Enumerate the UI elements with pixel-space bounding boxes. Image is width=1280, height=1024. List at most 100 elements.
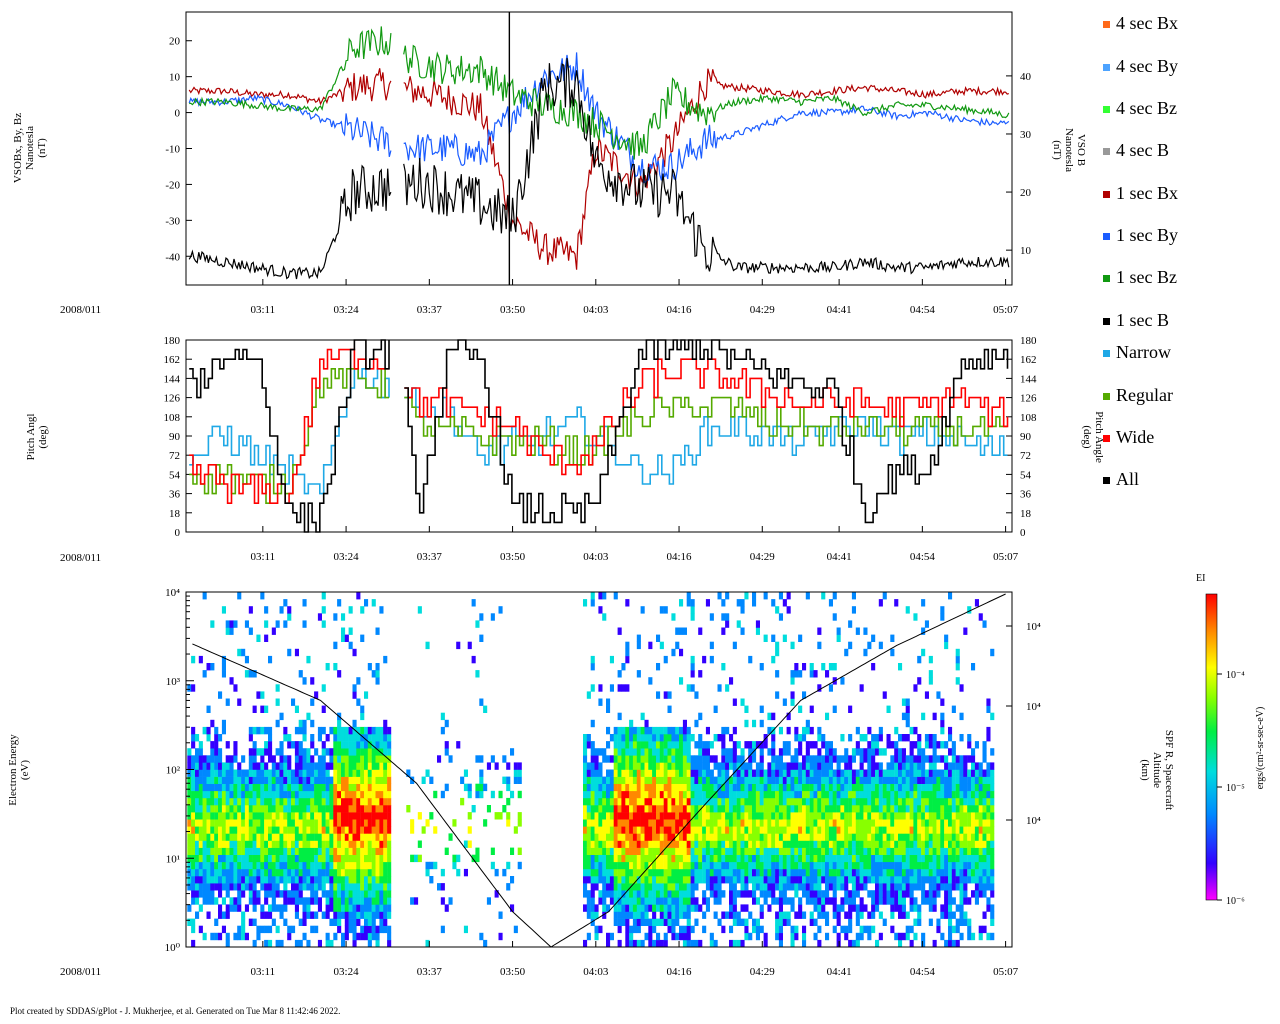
spectrogram-cell (344, 797, 349, 806)
spectrogram-cell (260, 805, 265, 813)
spectrogram-cell (959, 932, 964, 941)
legend-label: 4 sec B (1116, 140, 1169, 160)
spectrogram-cell (940, 783, 945, 792)
spectrogram-cell (329, 783, 334, 792)
spectrogram-cell (809, 755, 814, 763)
spectrogram-cell (932, 883, 937, 891)
spectrogram-cell (667, 691, 672, 699)
spectrogram-cell (475, 670, 480, 678)
spectrogram-cell (268, 655, 273, 664)
spectrogram-cell (625, 655, 630, 664)
spectrogram-cell (886, 847, 891, 855)
spectrogram-cell (652, 755, 657, 763)
spectrogram-cell (886, 826, 891, 834)
spectrogram-cell (848, 762, 853, 770)
spectrogram-cell (375, 833, 380, 841)
spectrogram-cell (698, 812, 703, 820)
spectrogram-cell (291, 876, 296, 884)
spectrogram-cell (736, 868, 741, 877)
spectrogram-cell (679, 819, 684, 827)
spectrogram-cell (225, 840, 230, 848)
spectrogram-cell (191, 840, 196, 848)
spectrogram-cell (913, 741, 918, 749)
spectrogram-cell (314, 861, 319, 870)
spectrogram-cell (698, 783, 703, 792)
spectrogram-cell (463, 783, 468, 792)
spectrogram-cell (924, 691, 929, 699)
spectrogram-cell (667, 755, 672, 763)
spectrogram-cell (268, 734, 273, 742)
spectrogram-cell (882, 861, 887, 870)
spectrogram-cell (848, 854, 853, 863)
spectrogram-cell (836, 904, 841, 912)
spectrogram-cell (725, 826, 730, 834)
spectrogram-cell (598, 684, 603, 692)
spectrogram-cell (375, 741, 380, 749)
spectrogram-cell (855, 840, 860, 848)
spectrogram-cell (229, 847, 234, 855)
spectrogram-cell (982, 748, 987, 756)
spectrogram-cell (648, 812, 653, 820)
spectrogram-cell (763, 868, 768, 877)
spectrogram-cell (606, 904, 611, 912)
spectrogram-cell (725, 840, 730, 848)
spectrogram-cell (755, 783, 760, 792)
spectrogram-cell (375, 897, 380, 905)
spectrogram-cell (371, 670, 376, 678)
spectrogram-cell (686, 790, 691, 799)
spectrogram-cell (875, 805, 880, 813)
spectrogram-cell (828, 599, 833, 607)
spectrogram-cell (828, 755, 833, 763)
spectrogram-cell (621, 868, 626, 877)
spectrogram-cell (356, 734, 361, 742)
spectrogram-cell (859, 755, 864, 763)
spectrogram-cell (379, 854, 384, 863)
spectrogram-cell (675, 904, 680, 912)
spectrogram-cell (383, 805, 388, 813)
spectrogram-cell (583, 769, 588, 777)
spectrogram-cell (264, 833, 269, 841)
spectrogram-cell (855, 797, 860, 806)
spectrogram-cell (218, 748, 223, 756)
spectrogram-cell (709, 883, 714, 891)
spectrogram-cell (982, 833, 987, 841)
spectrogram-cell (271, 833, 276, 841)
y-tick-label: 126 (164, 393, 181, 405)
spectrogram-cell (433, 861, 438, 870)
spectrogram-cell (586, 833, 591, 841)
spectrogram-cell (878, 790, 883, 799)
spectrogram-cell (901, 790, 906, 799)
spectrogram-cells (187, 592, 995, 948)
spectrogram-cell (836, 805, 841, 813)
spectrogram-cell (617, 790, 622, 799)
spectrogram-cell (767, 748, 772, 756)
spectrogram-cell (260, 797, 265, 806)
spectrogram-cell (955, 819, 960, 827)
spectrogram-cell (928, 883, 933, 891)
spectrogram-cell (905, 790, 910, 799)
spectrogram-cell (682, 741, 687, 749)
spectrogram-cell (325, 790, 330, 799)
spectrogram-cell (609, 812, 614, 820)
spectrogram-cell (333, 861, 338, 870)
spectrogram-cell (709, 655, 714, 664)
spectrogram-cell (302, 868, 307, 877)
spectrogram-cell (452, 861, 457, 870)
spectrogram-cell (218, 783, 223, 792)
spectrogram-cell (794, 911, 799, 919)
y-tick-label: 144 (1020, 373, 1037, 385)
spectrogram-cell (867, 726, 872, 735)
spectrogram-cell (982, 861, 987, 870)
spectrogram-cell (809, 705, 814, 713)
spectrogram-cell (210, 819, 215, 827)
spectrogram-cell (967, 797, 972, 806)
spectrogram-cell (636, 755, 641, 763)
spectrogram-cell (782, 861, 787, 870)
spectrogram-cell (294, 833, 299, 841)
spectrogram-cell (982, 620, 987, 628)
spectrogram-cell (863, 769, 868, 777)
spectrogram-cell (878, 734, 883, 742)
spectrogram-cell (875, 797, 880, 806)
spectrogram-cell (590, 755, 595, 763)
spectrogram-cell (709, 939, 714, 948)
